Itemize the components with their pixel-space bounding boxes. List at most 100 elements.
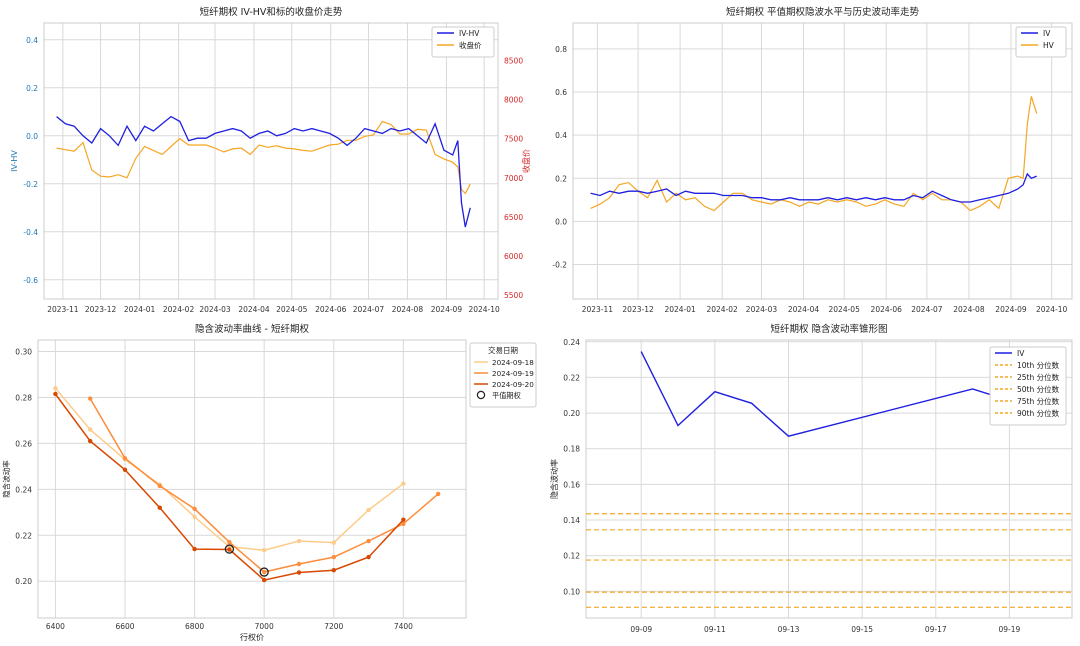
plot-frame	[585, 339, 1073, 619]
x-tick-label: 2023-11	[582, 305, 614, 314]
y-tick-label: 0.8	[555, 45, 567, 54]
x-tick-label: 2024-02	[163, 305, 195, 314]
series-line-iv	[640, 351, 1010, 437]
chart4-legend-label: 75th 分位数	[1017, 396, 1060, 406]
x-tick-label: 2024-08	[392, 305, 424, 314]
x-tick-label: 09-11	[704, 625, 726, 634]
chart3-legend-label: 2024-09-19	[492, 369, 534, 378]
x-tick-label: 2024-10	[468, 305, 500, 314]
x-tick-label: 09-09	[630, 625, 652, 634]
x-tick-label: 6800	[185, 622, 204, 631]
x-tick-label: 2024-08	[953, 305, 985, 314]
chart2-legend-label: IV	[1043, 29, 1051, 38]
y-tick-label: 0.10	[563, 587, 580, 596]
data-point-2024-09-20	[87, 438, 93, 444]
y-tick-label-left: 0.4	[26, 36, 38, 45]
x-tick-label: 2024-05	[829, 305, 861, 314]
x-tick-label: 09-17	[925, 625, 947, 634]
x-tick-label: 2024-07	[911, 305, 943, 314]
chart2-legend-box	[1015, 26, 1067, 58]
atm-marker	[259, 567, 269, 577]
series-line-iv	[590, 172, 1037, 203]
chart3-legend-label: 2024-09-18	[492, 358, 534, 367]
x-tick-label: 2023-11	[47, 305, 79, 314]
y-tick-label: 0.28	[15, 393, 32, 402]
chart-title: 短纤期权 IV-HV和标的收盘价走势	[200, 6, 343, 18]
plot-frame	[37, 339, 467, 619]
data-point-2024-09-19	[87, 396, 93, 401]
x-tick-label: 2023-12	[85, 305, 117, 314]
y-tick-label-left: -0.4	[23, 228, 38, 237]
data-point-2024-09-18	[87, 427, 93, 432]
chart3-legend-atm-swatch	[476, 390, 486, 400]
x-tick-label: 6400	[46, 622, 65, 631]
data-point-2024-09-20	[227, 547, 232, 552]
y-tick-label: 0.2	[555, 174, 567, 183]
y-tick-label: 0.26	[15, 439, 32, 448]
y-tick-label-right: 6000	[504, 252, 523, 261]
chart4-legend-label: 90th 分位数	[1017, 408, 1060, 418]
x-tick-label: 09-15	[851, 625, 873, 634]
chart1-legend-label: IV-HV	[459, 29, 480, 38]
x-tick-label: 2024-01	[124, 305, 156, 314]
y-tick-label: 0.0	[555, 217, 567, 226]
y-tick-label: 0.24	[15, 485, 32, 494]
chart4-legend-label: IV	[1017, 349, 1025, 358]
chart2-legend-label: HV	[1043, 41, 1055, 50]
y-tick-label-left: 0.0	[26, 132, 38, 141]
chart-iv-smile: 6400 6600 6800 7000 7200 7400 0.30 0.28 0.26 0.24…	[1, 323, 537, 642]
chart-iv-cone: 09-09 09-11 09-13 09-15 09-17 09-19 0.24 0.22 0.…	[549, 323, 1073, 634]
x-tick-label: 2024-07	[353, 305, 385, 314]
data-point-2024-09-18	[401, 481, 406, 486]
chart1-legend-label: 收盘价	[459, 40, 482, 50]
y-tick-label: 0.18	[563, 445, 580, 454]
chart4-legend-label: 25th 分位数	[1017, 372, 1060, 382]
y-tick-label-left: 0.2	[26, 84, 38, 93]
x-tick-label: 09-19	[999, 625, 1021, 634]
x-tick-label: 2024-06	[315, 305, 347, 314]
data-point-2024-09-19	[296, 561, 302, 567]
chart4-legend-label: 50th 分位数	[1017, 384, 1060, 394]
plot-frame	[572, 22, 1073, 300]
data-point-2024-09-19	[227, 539, 232, 545]
series-line-2024-09-20	[54, 393, 404, 581]
chart4-legend-label: 10th 分位数	[1017, 360, 1060, 370]
y-tick-label-left: -0.2	[23, 180, 38, 189]
y-tick-label: 0.12	[563, 552, 580, 561]
x-tick-label: 2024-02	[706, 305, 738, 314]
y-tick-label: 0.16	[563, 480, 580, 489]
y-tick-label-right: 7500	[504, 135, 523, 144]
series-line-iv-hv	[56, 115, 471, 228]
y-tick-label: 0.14	[563, 516, 580, 525]
x-tick-label: 2024-06	[871, 305, 903, 314]
x-tick-label: 7000	[255, 622, 274, 631]
data-point-2024-09-18	[261, 548, 267, 553]
series-line-close-price	[56, 120, 471, 195]
x-tick-label: 09-13	[778, 625, 800, 634]
y-tick-label: 0.22	[563, 373, 580, 382]
series-line-2024-09-18	[54, 387, 404, 551]
x-tick-label: 2024-03	[746, 305, 778, 314]
chart3-legend-title: 交易日期	[488, 345, 518, 355]
y-tick-label-right: 5500	[504, 291, 523, 300]
y-tick-label: 0.6	[555, 88, 567, 97]
data-point-2024-09-19	[366, 538, 371, 544]
y-tick-label: 0.22	[15, 531, 32, 540]
data-point-2024-09-19	[435, 491, 441, 497]
data-point-2024-09-18	[366, 507, 371, 513]
x-tick-label: 2023-12	[622, 305, 654, 314]
y-axis-label: 隐含波动率	[549, 459, 559, 499]
chart1-legend-box	[431, 26, 495, 58]
data-point-2024-09-20	[331, 568, 336, 573]
y-axis-label-right: 收盘价	[521, 149, 531, 173]
chart-title: 隐含波动率曲线 - 短纤期权	[195, 323, 309, 335]
x-tick-label: 2024-04	[238, 305, 270, 314]
y-tick-label-right: 8000	[504, 96, 523, 105]
x-tick-label: 2024-04	[788, 305, 820, 314]
data-point-2024-09-19	[157, 483, 162, 489]
x-tick-label: 2024-03	[199, 305, 231, 314]
chart-iv-vs-hv: 2023-11 2023-12 2024-01 2024-02 2024-03 2024-…	[552, 6, 1073, 314]
data-point-2024-09-18	[331, 540, 336, 545]
data-point-2024-09-20	[157, 505, 162, 510]
